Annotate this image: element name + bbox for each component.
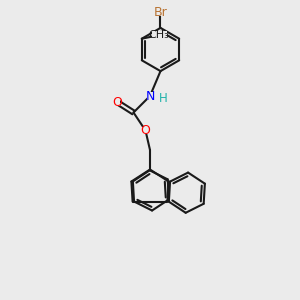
FancyBboxPatch shape bbox=[154, 8, 167, 16]
FancyBboxPatch shape bbox=[114, 98, 120, 106]
Text: CH₃: CH₃ bbox=[149, 30, 170, 40]
FancyBboxPatch shape bbox=[147, 92, 153, 100]
Text: H: H bbox=[159, 92, 168, 105]
Text: N: N bbox=[145, 89, 155, 103]
FancyBboxPatch shape bbox=[142, 127, 149, 134]
Text: Br: Br bbox=[154, 6, 167, 19]
Text: O: O bbox=[141, 124, 150, 137]
Text: O: O bbox=[112, 95, 122, 109]
FancyBboxPatch shape bbox=[160, 95, 167, 102]
FancyBboxPatch shape bbox=[152, 31, 167, 39]
